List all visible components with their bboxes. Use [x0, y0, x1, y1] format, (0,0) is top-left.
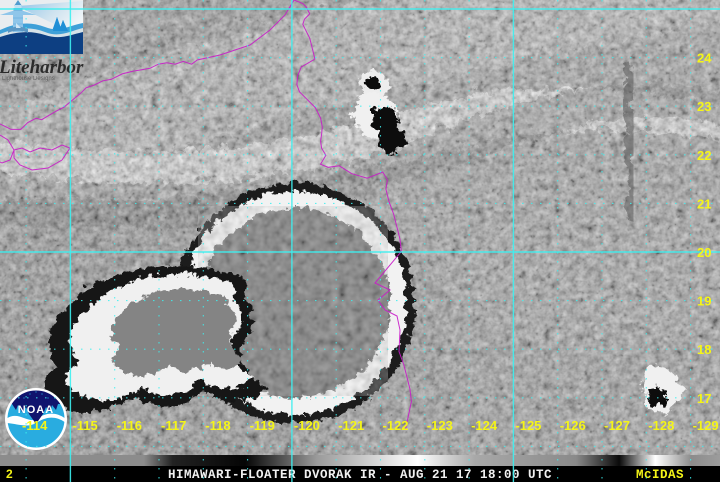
svg-text:-122: -122: [383, 418, 409, 433]
svg-text:-114: -114: [22, 418, 48, 433]
svg-text:-123: -123: [427, 418, 453, 433]
svg-text:-127: -127: [604, 418, 630, 433]
svg-text:Lighthouse Designs: Lighthouse Designs: [2, 76, 55, 82]
svg-text:-125: -125: [515, 418, 541, 433]
svg-text:-118: -118: [205, 418, 230, 433]
svg-text:McIDAS: McIDAS: [636, 468, 684, 482]
svg-text:18: 18: [697, 342, 711, 357]
svg-text:-119: -119: [250, 418, 275, 433]
svg-text:-129: -129: [693, 418, 719, 433]
svg-text:17: 17: [697, 391, 711, 406]
svg-text:2: 2: [6, 467, 13, 481]
svg-text:24: 24: [697, 51, 712, 66]
svg-text:20: 20: [697, 245, 711, 260]
svg-text:21: 21: [697, 196, 711, 211]
svg-text:-116: -116: [117, 418, 142, 433]
svg-text:Liteharbor: Liteharbor: [0, 57, 84, 78]
svg-text:NOAA: NOAA: [18, 404, 54, 416]
svg-text:-128: -128: [648, 418, 674, 433]
svg-text:-124: -124: [471, 418, 498, 433]
svg-text:23: 23: [697, 99, 711, 114]
svg-text:-121: -121: [338, 418, 364, 433]
svg-text:-126: -126: [560, 418, 586, 433]
svg-text:-117: -117: [161, 418, 186, 433]
svg-text:19: 19: [697, 294, 711, 309]
svg-text:HIMAWARI-FLOATER DVORAK IR - A: HIMAWARI-FLOATER DVORAK IR - AUG 21 17 1…: [168, 468, 552, 482]
svg-text:-120: -120: [294, 418, 320, 433]
svg-text:22: 22: [697, 148, 711, 163]
svg-text:-115: -115: [72, 418, 97, 433]
